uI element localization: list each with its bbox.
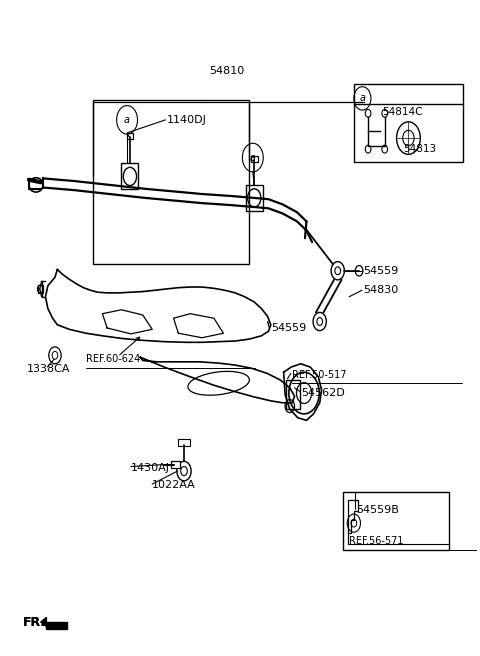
Text: 54810: 54810 xyxy=(209,66,244,76)
Text: 1140DJ: 1140DJ xyxy=(167,115,206,125)
Polygon shape xyxy=(47,622,67,628)
Text: 54813: 54813 xyxy=(404,144,437,154)
Bar xyxy=(251,155,258,162)
Polygon shape xyxy=(41,617,47,626)
Bar xyxy=(287,380,300,409)
Text: 1022AA: 1022AA xyxy=(152,480,196,491)
Text: FR.: FR. xyxy=(23,615,46,628)
Text: 54830: 54830 xyxy=(363,285,398,295)
Bar xyxy=(354,84,463,162)
Bar xyxy=(38,285,43,293)
Text: 54562D: 54562D xyxy=(301,388,346,398)
Bar xyxy=(171,461,180,468)
Text: 54559B: 54559B xyxy=(356,505,399,515)
Text: 1338CA: 1338CA xyxy=(26,364,70,374)
Text: REF.60-624: REF.60-624 xyxy=(86,354,140,364)
Text: a: a xyxy=(250,153,256,163)
Bar xyxy=(179,439,190,446)
Bar xyxy=(127,133,133,139)
Text: FR.: FR. xyxy=(23,615,46,628)
Bar xyxy=(246,185,263,211)
Text: 54559: 54559 xyxy=(363,266,398,276)
Bar xyxy=(93,100,250,264)
Text: REF.50-517: REF.50-517 xyxy=(292,370,347,380)
Text: a: a xyxy=(360,93,365,104)
Text: 1430AJ: 1430AJ xyxy=(131,463,170,473)
Text: 54559: 54559 xyxy=(271,323,306,333)
Text: 54814C: 54814C xyxy=(383,107,423,117)
Bar xyxy=(343,492,449,550)
Text: a: a xyxy=(124,115,130,125)
Bar xyxy=(121,163,138,190)
Text: REF.56-571: REF.56-571 xyxy=(349,537,404,546)
